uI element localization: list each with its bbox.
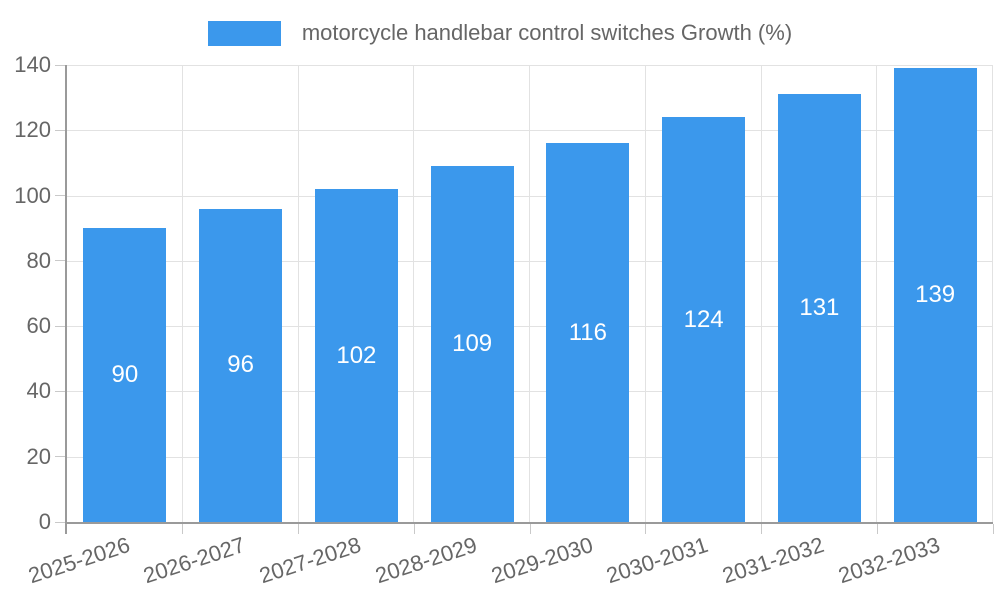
x-gridline [876, 65, 878, 522]
y-axis-tick-label: 40 [26, 378, 51, 404]
y-axis-tick [55, 390, 65, 392]
bar-value-label: 96 [227, 351, 254, 379]
y-gridline [67, 195, 993, 197]
x-axis-tick [992, 524, 994, 534]
x-axis-tick [761, 524, 762, 534]
x-axis-tick [876, 524, 878, 534]
bar-2026-2027[interactable]: 96 [199, 208, 283, 522]
x-axis-category-label: 2027-2028 [256, 532, 365, 589]
x-gridline [992, 65, 993, 522]
y-axis-tick-label: 0 [38, 509, 51, 534]
y-gridline [67, 260, 993, 262]
x-axis-tick [413, 524, 415, 534]
y-axis-tick-label: 60 [26, 313, 51, 339]
bar-2025-2026[interactable]: 90 [83, 228, 167, 522]
x-gridline [644, 65, 646, 522]
bar-value-label: 116 [568, 318, 607, 346]
x-axis-category-label: 2026-2027 [140, 532, 249, 589]
x-axis-tick [298, 524, 299, 534]
bar-2032-2033[interactable]: 139 [893, 68, 977, 522]
y-axis-tick [55, 64, 65, 66]
y-gridline [67, 456, 993, 458]
bar-2030-2031[interactable]: 124 [662, 117, 746, 522]
y-axis-tick [55, 129, 65, 131]
y-axis-tick-label: 80 [26, 247, 51, 273]
bar-2027-2028[interactable]: 102 [314, 189, 398, 522]
y-axis-tick-label: 140 [14, 52, 51, 77]
y-axis-tick-label: 100 [14, 182, 51, 208]
bar-2031-2032[interactable]: 131 [777, 94, 861, 522]
x-axis-tick [65, 524, 67, 534]
x-gridline [297, 65, 299, 522]
bar-value-label: 131 [799, 294, 840, 322]
x-axis-tick [182, 524, 184, 534]
x-axis-category-label: 2032-2033 [835, 532, 943, 589]
x-axis-tick [529, 524, 531, 534]
bar-2028-2029[interactable]: 109 [430, 166, 514, 522]
x-gridline [413, 65, 415, 522]
y-gridline [67, 326, 993, 328]
legend-series-swatch [207, 20, 281, 46]
y-axis-tick [55, 260, 65, 262]
y-axis-tick [55, 195, 65, 197]
y-axis-tick [55, 325, 65, 327]
y-gridline [67, 65, 993, 66]
bar-2029-2030[interactable]: 116 [546, 143, 630, 522]
x-gridline [760, 65, 762, 522]
bar-value-label: 90 [111, 361, 139, 389]
x-axis-category-label: 2030-2031 [603, 532, 712, 589]
bar-value-label: 139 [915, 281, 956, 309]
x-axis-category-label: 2031-2032 [719, 532, 828, 589]
plot-area: 0 20 40 60 80 100 120 140 90 96 102 109 116 124 131 139… [14, 52, 994, 588]
y-axis-tick-label: 120 [14, 117, 51, 143]
y-axis-tick [55, 521, 65, 523]
chart-legend[interactable]: motorcycle handlebar control switches Gr… [0, 20, 1000, 46]
y-axis-tick-label: 20 [26, 443, 51, 469]
x-gridline [181, 65, 183, 522]
x-gridline [529, 65, 530, 522]
legend-series-label: motorcycle handlebar control switches Gr… [301, 20, 793, 45]
x-axis-category-label: 2028-2029 [372, 532, 480, 589]
x-axis-category-label: 2029-2030 [487, 532, 596, 589]
x-axis-category-label: 2025-2026 [24, 532, 133, 589]
bar-value-label: 109 [452, 330, 493, 358]
y-gridline [67, 391, 993, 393]
bar-value-label: 102 [336, 341, 377, 369]
x-axis-tick [645, 524, 647, 534]
bar-value-label: 124 [683, 305, 724, 333]
y-gridline [67, 130, 993, 132]
y-axis-tick [55, 456, 65, 458]
